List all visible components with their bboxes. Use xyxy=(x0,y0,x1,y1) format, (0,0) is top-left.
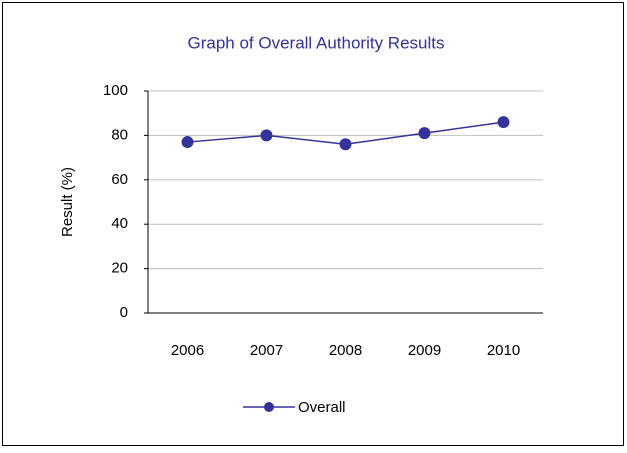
y-tick-label: 20 xyxy=(111,260,128,277)
x-tick-label: 2008 xyxy=(329,342,362,359)
y-tick-label: 0 xyxy=(120,304,128,321)
y-tick-label: 40 xyxy=(111,215,128,232)
y-tick-label: 80 xyxy=(111,126,128,143)
y-tick-label: 60 xyxy=(111,171,128,188)
x-tick-label: 2007 xyxy=(250,342,283,359)
x-tick-label: 2009 xyxy=(408,342,441,359)
legend-label: Overall xyxy=(298,399,346,416)
x-tick-label: 2006 xyxy=(171,342,204,359)
data-point xyxy=(181,136,194,149)
data-point xyxy=(497,116,510,129)
y-axis-label: Result (%) xyxy=(59,167,76,237)
chart-title: Graph of Overall Authority Results xyxy=(187,33,444,52)
y-tick-label: 100 xyxy=(103,82,128,99)
data-point xyxy=(418,127,431,140)
x-tick-label: 2010 xyxy=(487,342,520,359)
data-point xyxy=(339,138,352,151)
legend-marker xyxy=(264,402,274,412)
data-point xyxy=(260,129,273,142)
